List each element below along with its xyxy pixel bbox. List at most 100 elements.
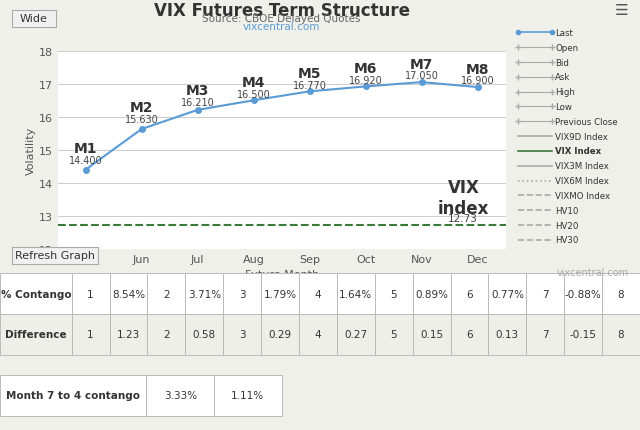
Text: Month 7 to 4 contango: Month 7 to 4 contango (6, 390, 140, 400)
FancyBboxPatch shape (147, 273, 186, 314)
FancyBboxPatch shape (223, 273, 261, 314)
FancyBboxPatch shape (337, 273, 375, 314)
Text: 2: 2 (163, 289, 170, 299)
Text: 15.630: 15.630 (125, 115, 159, 125)
Text: 3.71%: 3.71% (188, 289, 221, 299)
Text: VIX Futures Term Structure: VIX Futures Term Structure (154, 2, 410, 20)
Text: 1.64%: 1.64% (339, 289, 372, 299)
FancyBboxPatch shape (223, 314, 261, 355)
X-axis label: Future Month: Future Month (244, 270, 319, 280)
FancyBboxPatch shape (337, 314, 375, 355)
Text: 4: 4 (315, 289, 321, 299)
Text: 8.54%: 8.54% (112, 289, 145, 299)
Text: 7: 7 (542, 289, 548, 299)
Text: M3: M3 (186, 84, 209, 98)
Text: 0.58: 0.58 (193, 330, 216, 340)
Text: Source: CBOE Delayed Quotes: Source: CBOE Delayed Quotes (202, 14, 361, 24)
FancyBboxPatch shape (147, 375, 214, 416)
FancyBboxPatch shape (526, 273, 564, 314)
Text: Ask: Ask (556, 73, 571, 82)
Text: 8: 8 (618, 330, 625, 340)
Text: 3: 3 (239, 289, 246, 299)
FancyBboxPatch shape (413, 273, 451, 314)
FancyBboxPatch shape (451, 273, 488, 314)
Text: VIX
index: VIX index (438, 179, 490, 218)
Text: Last: Last (556, 29, 573, 38)
FancyBboxPatch shape (375, 273, 413, 314)
Text: HV20: HV20 (556, 221, 579, 230)
Text: High: High (556, 88, 575, 97)
Text: HV10: HV10 (556, 206, 579, 215)
FancyBboxPatch shape (602, 273, 640, 314)
Text: 1: 1 (87, 330, 94, 340)
Text: 1: 1 (87, 289, 94, 299)
FancyBboxPatch shape (451, 314, 488, 355)
Text: 16.500: 16.500 (237, 89, 271, 99)
Text: M4: M4 (242, 76, 266, 89)
Text: vixcentral.com: vixcentral.com (243, 22, 320, 31)
FancyBboxPatch shape (488, 273, 526, 314)
Text: 0.77%: 0.77% (491, 289, 524, 299)
Text: 16.210: 16.210 (180, 98, 214, 108)
Text: VIX9D Index: VIX9D Index (556, 132, 608, 141)
FancyBboxPatch shape (564, 314, 602, 355)
Text: 0.89%: 0.89% (415, 289, 448, 299)
Text: M7: M7 (410, 58, 433, 71)
FancyBboxPatch shape (261, 273, 299, 314)
FancyBboxPatch shape (186, 314, 223, 355)
Text: 8: 8 (618, 289, 625, 299)
FancyBboxPatch shape (299, 273, 337, 314)
Text: VIXMO Index: VIXMO Index (556, 191, 611, 200)
Text: 7: 7 (542, 330, 548, 340)
Text: -0.88%: -0.88% (564, 289, 602, 299)
Text: 0.29: 0.29 (269, 330, 292, 340)
Text: 6: 6 (466, 330, 473, 340)
Text: 1.79%: 1.79% (264, 289, 296, 299)
Text: -0.15: -0.15 (570, 330, 596, 340)
FancyBboxPatch shape (261, 314, 299, 355)
Text: M6: M6 (354, 61, 378, 76)
FancyBboxPatch shape (147, 314, 186, 355)
FancyBboxPatch shape (564, 273, 602, 314)
Text: HV30: HV30 (556, 236, 579, 245)
Text: Difference: Difference (5, 330, 67, 340)
Text: VIX Index: VIX Index (556, 147, 602, 156)
FancyBboxPatch shape (488, 314, 526, 355)
FancyBboxPatch shape (375, 314, 413, 355)
Text: 16.920: 16.920 (349, 76, 383, 86)
Text: 5: 5 (390, 289, 397, 299)
FancyBboxPatch shape (186, 273, 223, 314)
FancyBboxPatch shape (109, 273, 147, 314)
Text: Previous Close: Previous Close (556, 117, 618, 126)
Text: 12.73: 12.73 (448, 213, 477, 223)
Text: M1: M1 (74, 141, 97, 156)
Text: 16.900: 16.900 (461, 76, 495, 86)
FancyBboxPatch shape (299, 314, 337, 355)
Text: 5: 5 (390, 330, 397, 340)
Text: 14.400: 14.400 (68, 155, 102, 166)
FancyBboxPatch shape (0, 273, 72, 314)
FancyBboxPatch shape (602, 314, 640, 355)
Text: 17.050: 17.050 (404, 71, 438, 81)
Text: 0.27: 0.27 (344, 330, 367, 340)
Text: VIX3M Index: VIX3M Index (556, 162, 609, 171)
FancyBboxPatch shape (109, 314, 147, 355)
Text: % Contango: % Contango (1, 289, 71, 299)
Text: 4: 4 (315, 330, 321, 340)
FancyBboxPatch shape (413, 314, 451, 355)
Text: 1.23: 1.23 (117, 330, 140, 340)
Text: 16.770: 16.770 (292, 80, 326, 90)
Text: M5: M5 (298, 67, 321, 80)
Text: 3.33%: 3.33% (164, 390, 196, 400)
FancyBboxPatch shape (526, 314, 564, 355)
Text: Refresh Graph: Refresh Graph (15, 251, 95, 261)
Text: 3: 3 (239, 330, 246, 340)
Text: 0.15: 0.15 (420, 330, 443, 340)
Y-axis label: Volatility: Volatility (26, 126, 36, 175)
FancyBboxPatch shape (72, 273, 109, 314)
Text: 0.13: 0.13 (496, 330, 519, 340)
Text: Open: Open (556, 43, 579, 52)
Text: Low: Low (556, 103, 572, 112)
Text: vixcentral.com: vixcentral.com (556, 267, 628, 277)
FancyBboxPatch shape (0, 314, 72, 355)
